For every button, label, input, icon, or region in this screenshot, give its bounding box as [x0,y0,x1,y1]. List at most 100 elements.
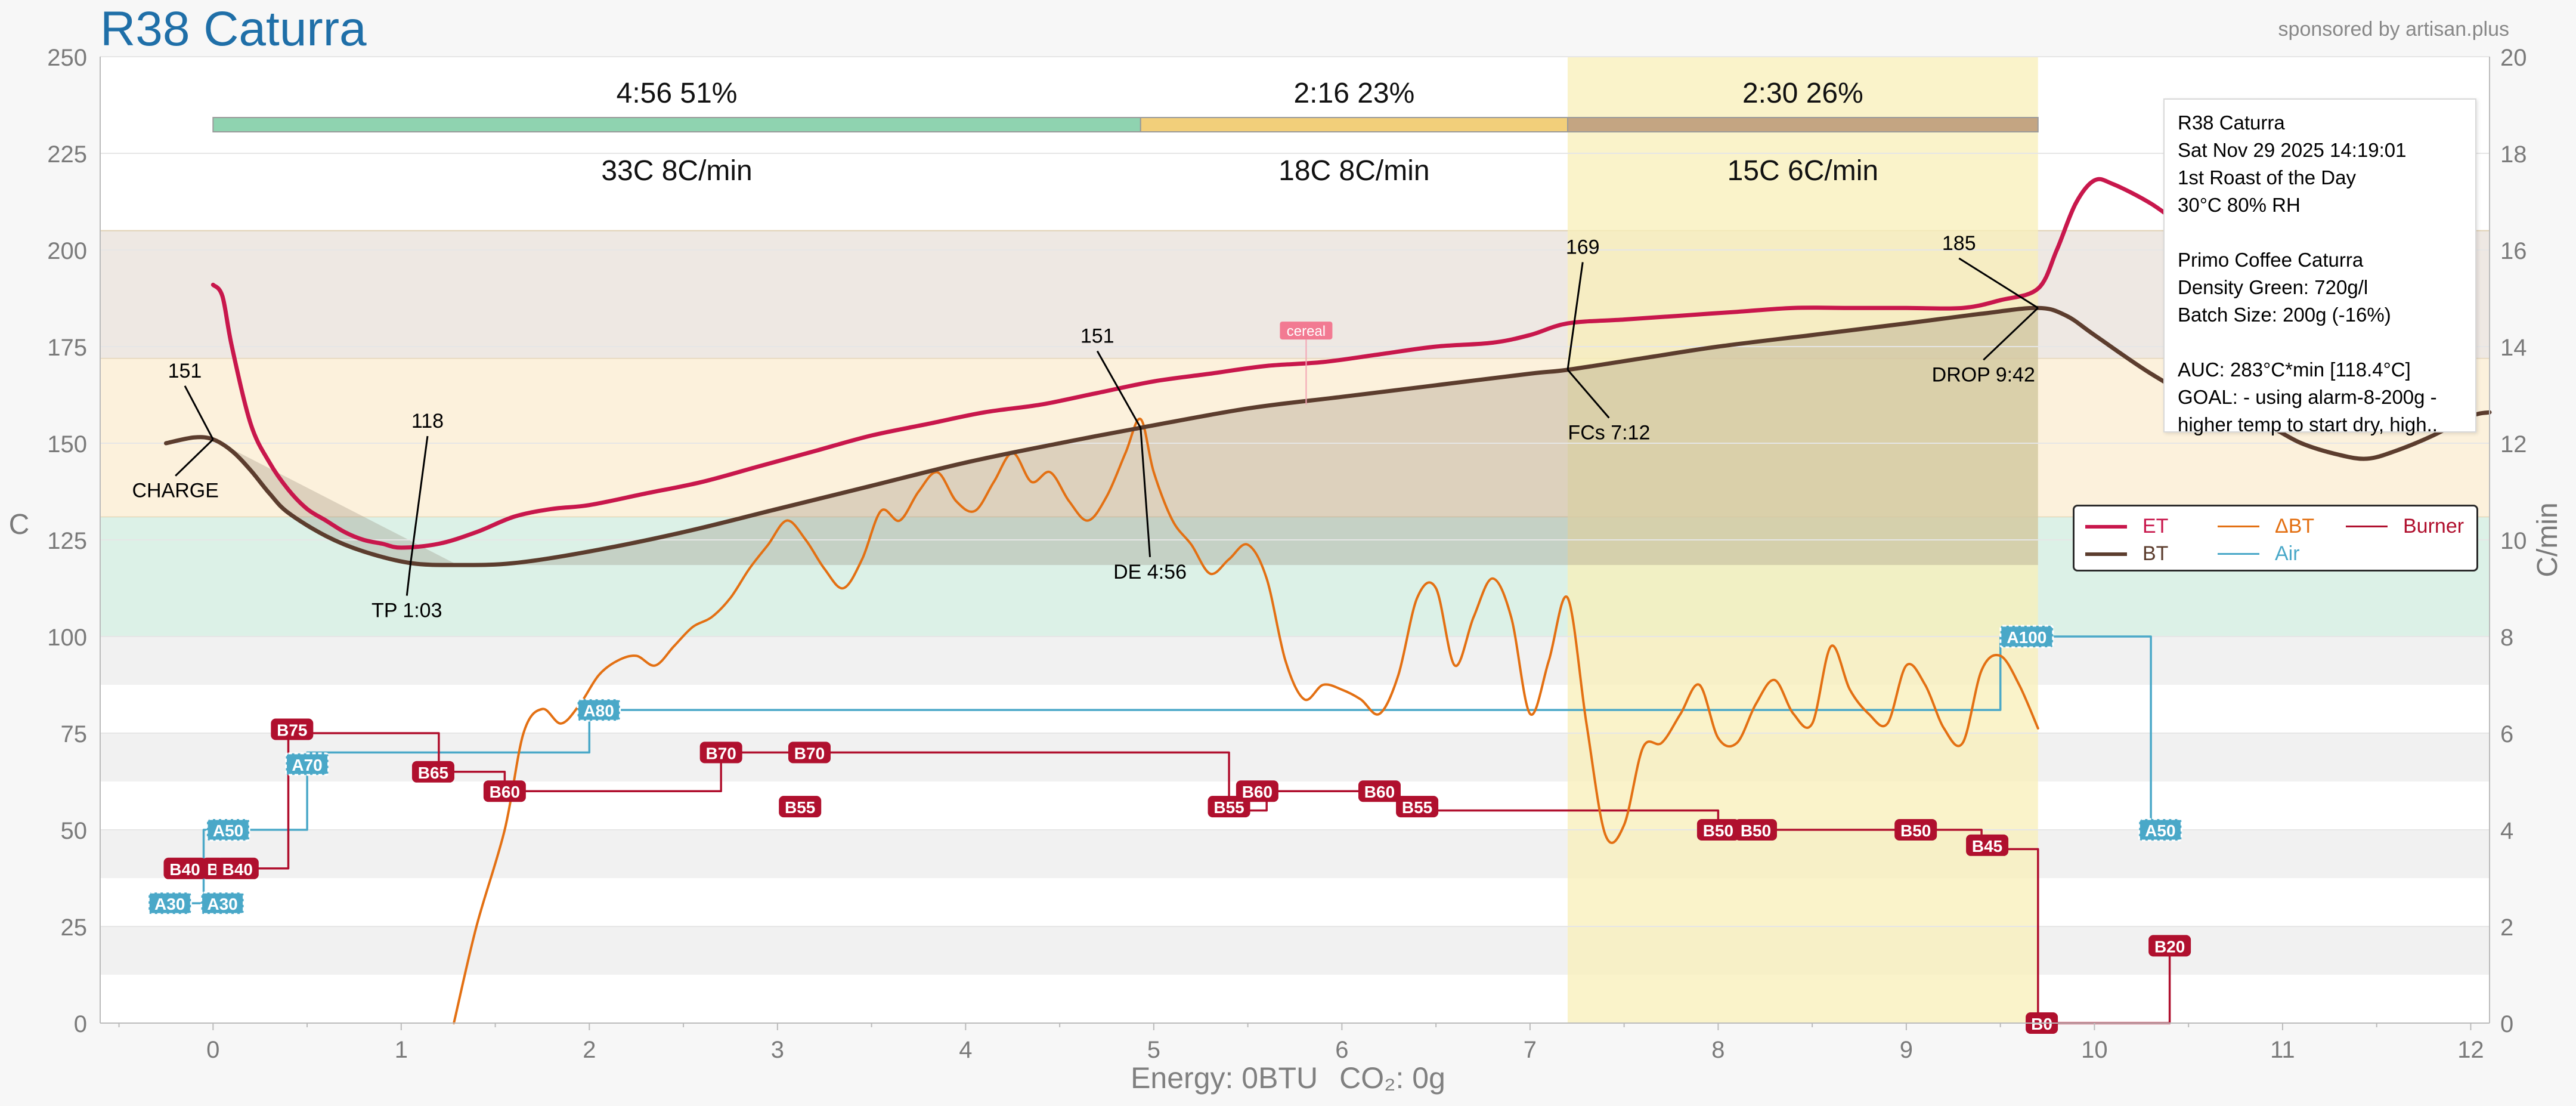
event-marker-label: A100 [2007,628,2046,647]
event-marker-label: B50 [1703,821,1733,840]
event-marker-label: B60 [1242,783,1272,801]
legend-item[interactable]: ΔBT [2218,515,2314,538]
legend-label: ΔBT [2275,515,2315,537]
burner-event-marker: B45 [1966,834,2009,856]
event-marker-box [2148,935,2191,957]
burner-event-marker: B70 [699,742,742,764]
legend-swatch [2085,524,2127,529]
annotation-leader [1096,350,1142,428]
phase-rise-label: 18C 8C/min [1278,155,1429,187]
event-marker-label: A50 [213,821,243,840]
energy-readout: Energy: 0BTU [1131,1061,1318,1095]
y-tick-label: 0 [74,1011,87,1037]
event-marker-box [411,761,454,783]
event-marker-box [147,891,192,915]
x-tick-label: 7 [1524,1037,1537,1063]
event-marker-label: B40 [222,860,253,879]
event-marker-label: A80 [583,702,614,720]
event-marker-box [1358,780,1401,802]
y-axis-label: C [9,509,30,540]
burner-event-marker: B70 [788,742,831,764]
event-marker-label: A50 [2145,821,2175,840]
y2-tick-label: 16 [2500,238,2527,264]
annotation-leader [1566,262,1584,370]
annotation-leader [1983,307,2039,361]
annotation-event: DROP 9:42 [1932,363,2035,386]
y-tick-label: 125 [47,528,87,554]
event-marker-box [1735,819,1778,841]
y2-axis-label: C/min [2532,502,2563,577]
annotation-leader [405,563,412,596]
annotation-value: 169 [1566,236,1600,258]
legend-item[interactable]: ET [2085,515,2168,538]
event-marker-label: B40 [169,860,200,879]
series-line-delta-bt [453,418,2039,1024]
series-line-et [210,177,2473,550]
event-marker-box [483,780,526,802]
event-marker-box [271,718,314,740]
event-marker-box [1966,834,2009,856]
sponsor-text[interactable]: sponsored by artisan.plus [2278,18,2509,41]
event-marker-label: B20 [2154,937,2185,956]
y-tick-label: 175 [47,335,87,361]
legend-label: BT [2142,542,2169,565]
event-marker-label: A30 [154,895,185,913]
event-marker-label: B70 [706,744,736,762]
burner-event-marker: B20 [2148,935,2191,957]
info-line: AUC: 283°C*min [118.4°C] [2178,359,2411,381]
legend-item[interactable]: BT [2085,542,2168,566]
legend-item[interactable]: Air [2218,542,2300,566]
burner-event-marker: B40 [216,857,259,879]
annotation-leader [1958,257,2039,309]
y-tick-label: 100 [47,625,87,651]
y-tick-label: 75 [61,721,88,747]
flag-label: cereal [1287,323,1326,339]
x-tick-label: 12 [2457,1037,2484,1063]
info-line: Density Green: 720g/l [2178,276,2368,298]
annotation-event: DE 4:56 [1113,561,1187,583]
legend-item[interactable]: Burner [2346,515,2464,538]
event-marker-label: B50 [1900,821,1931,840]
legend-swatch [2218,526,2259,527]
annotation-event: FCs 7:12 [1568,422,1650,444]
phase-rise-label: 15C 6C/min [1727,155,1878,187]
event-marker-label: A30 [207,895,237,913]
legend-swatch [2085,552,2127,556]
burner-event-marker: B55 [1396,796,1439,818]
event-marker-box [200,891,245,915]
info-line: higher temp to start dry, high.. [2178,413,2438,435]
y-tick-label: 225 [47,141,87,168]
info-line: Sat Nov 29 2025 14:19:01 [2178,139,2407,161]
annotation-leader [1140,427,1151,557]
event-marker-label: B0 [2031,1015,2052,1033]
event-marker-box [1396,796,1439,818]
roast-title: R38 Caturra [100,2,367,56]
event-marker-box [1999,625,2054,648]
burner-event-marker: B60 [1236,780,1278,802]
info-line: Batch Size: 200g (-16%) [2178,304,2391,326]
event-marker-box [163,857,206,879]
y2-tick-label: 0 [2500,1011,2513,1037]
x-tick-label: 4 [959,1037,972,1063]
grid-stripe [100,926,2490,975]
event-marker-box [1236,780,1278,802]
auc-area [213,308,2038,566]
event-marker-box [1894,819,1937,841]
burner-event-marker: B75 [271,718,314,740]
burner-event-marker: B40 [163,857,206,879]
x-tick-label: 11 [2270,1037,2295,1063]
y2-tick-label: 10 [2500,528,2527,554]
x-tick-label: 9 [1900,1037,1913,1063]
x-tick-label: 1 [395,1037,408,1063]
burner-event-marker: B60 [1358,780,1401,802]
burner-event-marker: B50 [1696,819,1739,841]
y2-tick-label: 8 [2500,625,2513,651]
roast-info-box: R38 Caturra Sat Nov 29 2025 14:19:01 1st R… [2163,98,2476,435]
event-marker-label: B [207,860,219,879]
burner-event-marker: B65 [411,761,454,783]
grid-stripe [100,733,2490,781]
annotation-leader [175,438,214,477]
event-marker-label: B45 [1972,837,2002,855]
co2-readout: CO₂: 0g [1339,1061,1445,1095]
event-marker-box [699,742,742,764]
